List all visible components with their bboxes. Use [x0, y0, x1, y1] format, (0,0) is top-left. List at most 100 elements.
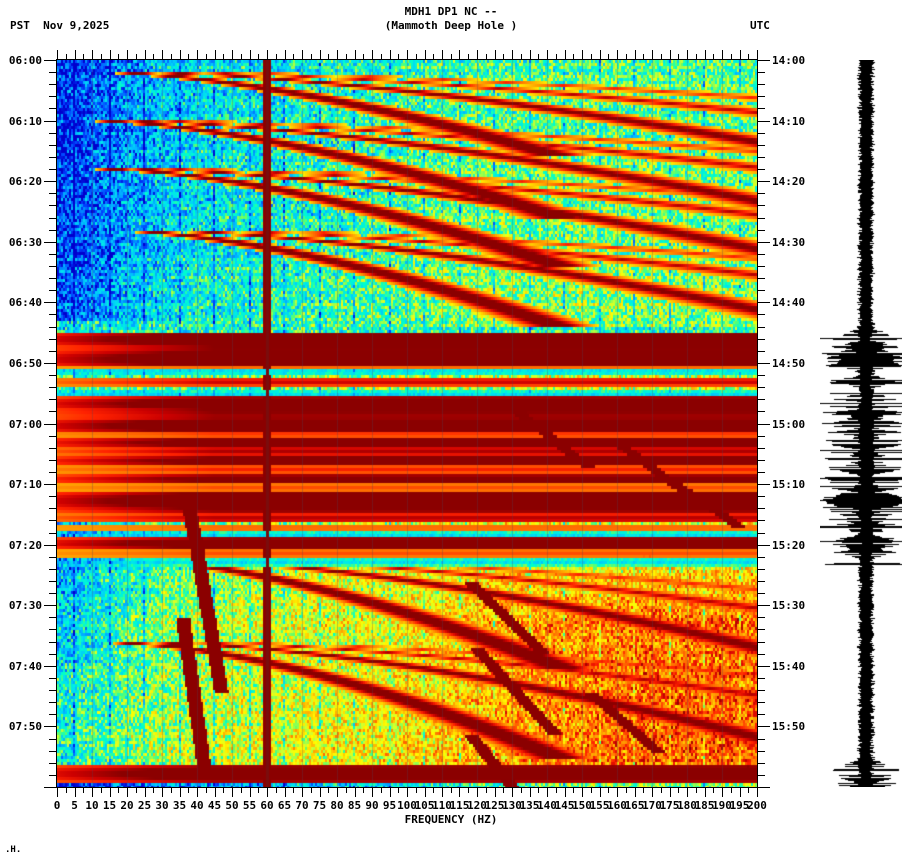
- y-label-right-14-30: 14:30: [772, 236, 806, 249]
- y-tick-minor-left: [49, 654, 56, 655]
- spectrogram-canvas[interactable]: [57, 60, 757, 787]
- x-tick-major-top: [495, 50, 496, 59]
- x-tick-minor-top: [66, 54, 67, 59]
- x-tick-major-top: [57, 50, 58, 59]
- x-tick-major-top: [565, 50, 566, 59]
- y-axis-left-line: [56, 59, 57, 788]
- x-tick-minor-top: [153, 54, 154, 59]
- y-tick-minor-left: [49, 108, 56, 109]
- x-label-65hz: 65: [277, 799, 292, 812]
- y-tick-minor-right: [758, 569, 765, 570]
- y-tick-major-right: [758, 666, 770, 667]
- x-tick-minor: [626, 788, 627, 793]
- x-label-175hz: 175: [659, 799, 680, 812]
- x-tick-major-top: [722, 50, 723, 59]
- x-label-130hz: 130: [502, 799, 522, 812]
- x-tick-minor-top: [661, 54, 662, 59]
- y-tick-minor-left: [49, 351, 56, 352]
- y-label-left-06-00: 06:00: [8, 54, 42, 67]
- x-tick-major-top: [92, 50, 93, 59]
- x-tick-minor: [643, 788, 644, 793]
- x-tick-major: [495, 788, 496, 797]
- y-tick-minor-right: [758, 230, 765, 231]
- x-tick-major: [75, 788, 76, 797]
- y-tick-minor-right: [758, 496, 765, 497]
- y-label-right-14-00: 14:00: [772, 54, 806, 67]
- y-tick-minor-right: [758, 314, 765, 315]
- x-tick-major-top: [232, 50, 233, 59]
- y-label-left-07-50: 07:50: [8, 720, 42, 733]
- x-tick-minor-top: [381, 54, 382, 59]
- y-label-right-15-40: 15:40: [772, 660, 806, 673]
- x-label-50hz: 50: [225, 799, 239, 812]
- y-tick-minor-right: [758, 436, 765, 437]
- x-label-25hz: 25: [137, 799, 152, 812]
- x-tick-minor: [171, 788, 172, 793]
- x-tick-major: [110, 788, 111, 797]
- x-label-145hz: 145: [554, 799, 575, 812]
- y-tick-minor-left: [49, 133, 56, 134]
- y-tick-minor-right: [758, 254, 765, 255]
- y-tick-minor-right: [758, 96, 765, 97]
- y-tick-major-left: [44, 787, 56, 788]
- x-label-70hz: 70: [295, 799, 309, 812]
- y-tick-major-right: [758, 60, 770, 61]
- x-tick-minor: [381, 788, 382, 793]
- x-tick-minor-top: [451, 54, 452, 59]
- y-tick-minor-right: [758, 751, 765, 752]
- x-tick-major: [757, 788, 758, 797]
- y-tick-minor-left: [49, 508, 56, 509]
- y-label-right-15-20: 15:20: [772, 539, 806, 552]
- x-tick-major-top: [740, 50, 741, 59]
- x-tick-major: [459, 788, 460, 797]
- x-label-40hz: 40: [190, 799, 204, 812]
- y-tick-minor-left: [49, 520, 56, 521]
- y-axis-right-line: [757, 59, 758, 788]
- y-label-right-14-10: 14:10: [772, 115, 806, 128]
- x-tick-minor-top: [83, 54, 84, 59]
- x-tick-minor: [136, 788, 137, 793]
- y-tick-minor-left: [49, 387, 56, 388]
- x-label-75hz: 75: [312, 799, 327, 812]
- y-tick-minor-right: [758, 654, 765, 655]
- y-label-left-07-40: 07:40: [8, 660, 42, 673]
- x-tick-major: [635, 788, 636, 797]
- x-label-110hz: 110: [432, 799, 452, 812]
- x-tick-minor-top: [311, 54, 312, 59]
- y-label-left-07-10: 07:10: [8, 478, 42, 491]
- y-tick-minor-left: [49, 290, 56, 291]
- x-tick-minor: [66, 788, 67, 793]
- y-tick-minor-right: [758, 448, 765, 449]
- x-axis-title: FREQUENCY (HZ): [404, 813, 498, 826]
- y-tick-major-right: [758, 363, 770, 364]
- x-label-170hz: 170: [642, 799, 662, 812]
- x-tick-major-top: [705, 50, 706, 59]
- station-subtitle: (Mammoth Deep Hole ): [384, 19, 518, 32]
- x-tick-minor: [223, 788, 224, 793]
- x-label-80hz: 80: [330, 799, 344, 812]
- x-label-160hz: 160: [607, 799, 627, 812]
- y-tick-major-left: [44, 424, 56, 425]
- x-tick-minor: [293, 788, 294, 793]
- y-tick-major-left: [44, 60, 56, 61]
- x-tick-minor: [573, 788, 574, 793]
- y-tick-minor-right: [758, 472, 765, 473]
- left-timezone-label: PST: [10, 19, 30, 32]
- x-label-195hz: 195: [729, 799, 750, 812]
- y-tick-minor-left: [49, 533, 56, 534]
- x-tick-major: [372, 788, 373, 797]
- station-title: MDH1 DP1 NC --: [404, 5, 498, 18]
- x-tick-minor-top: [713, 54, 714, 59]
- spectrogram-plot[interactable]: [57, 60, 757, 787]
- x-tick-minor: [433, 788, 434, 793]
- y-tick-major-left: [44, 363, 56, 364]
- x-tick-minor-top: [678, 54, 679, 59]
- x-label-165hz: 165: [624, 799, 645, 812]
- y-tick-minor-left: [49, 448, 56, 449]
- x-label-5hz: 5: [71, 799, 78, 812]
- y-label-right-14-50: 14:50: [772, 357, 806, 370]
- y-tick-major-right: [758, 605, 770, 606]
- x-tick-minor-top: [188, 54, 189, 59]
- y-tick-minor-right: [758, 520, 765, 521]
- y-tick-major-left: [44, 484, 56, 485]
